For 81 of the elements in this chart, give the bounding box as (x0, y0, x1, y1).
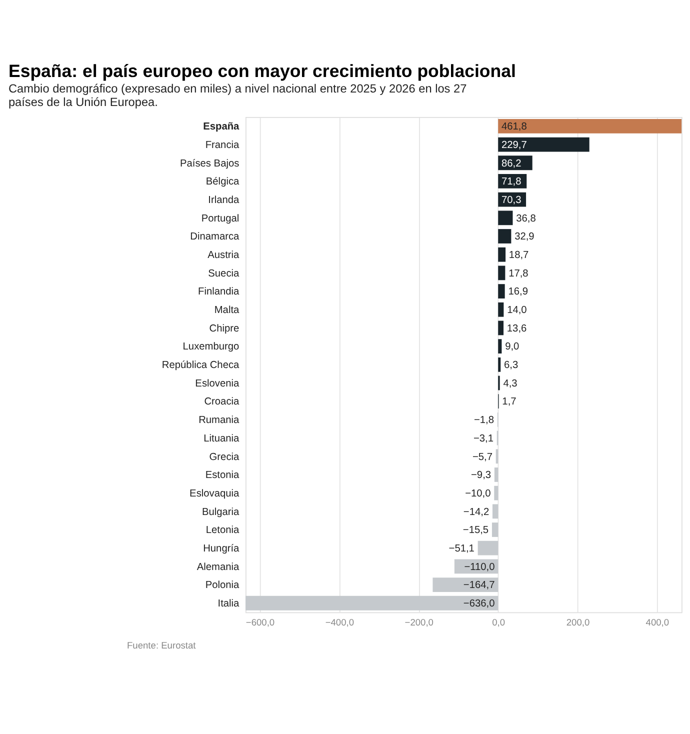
bar (432, 578, 498, 592)
data-label: −14,2 (463, 506, 490, 518)
y-tick-label: Finlandia (198, 286, 240, 298)
data-label: −15,5 (462, 525, 489, 536)
x-tick-label: 0,0 (492, 617, 506, 628)
y-tick-label: Alemania (196, 562, 240, 573)
bar (492, 522, 498, 537)
data-label: 9,0 (505, 342, 520, 353)
bar (494, 468, 498, 482)
data-label: 461,8 (502, 122, 528, 133)
bar (498, 137, 590, 152)
x-tick-label: −400,0 (325, 617, 354, 628)
y-tick-label: Estonia (205, 470, 240, 482)
y-tick-label: Eslovenia (195, 378, 240, 390)
y-tick-label: Croacia (204, 396, 240, 408)
data-label: −636,0 (463, 598, 496, 610)
y-tick-label: Austria (208, 250, 240, 261)
bar (498, 118, 682, 134)
y-tick-label: Irlanda (208, 194, 240, 206)
y-tick-label: Lituania (204, 433, 240, 444)
bar (494, 486, 498, 500)
data-label: −1,8 (474, 415, 494, 426)
data-label: −3,1 (473, 433, 494, 444)
y-tick-label: Letonia (206, 525, 240, 536)
y-tick-label: Polonia (205, 580, 240, 592)
data-label: −9,3 (471, 470, 492, 482)
x-tick-label: −600,0 (246, 617, 275, 628)
y-tick-label: Luxemburgo (182, 342, 240, 353)
data-label: 86,2 (502, 158, 522, 170)
data-label: −164,7 (463, 580, 496, 592)
y-tick-label: República Checa (162, 360, 240, 372)
chart-subtitle: Cambio demográfico (expresado en miles) a nivel nacional entre 2025 y 2026 en los 27 países de la Unión Europea. (8, 81, 467, 110)
data-label: 229,7 (502, 140, 528, 151)
bar (498, 229, 512, 244)
data-label: 70,3 (502, 194, 522, 206)
y-tick-label: Dinamarca (190, 232, 240, 243)
bar (492, 504, 498, 519)
bar (498, 284, 505, 298)
data-label: 18,7 (508, 250, 530, 261)
y-tick-label: Suecia (208, 268, 240, 280)
y-tick-label: España (203, 122, 240, 133)
bar (498, 210, 513, 226)
y-tick-label: Grecia (209, 452, 240, 463)
bar (246, 596, 498, 610)
data-label: 1,7 (502, 396, 517, 408)
data-label: 71,8 (502, 176, 522, 188)
data-label: 16,9 (508, 286, 528, 298)
data-label: 14,0 (507, 305, 528, 316)
x-tick-label: 200,0 (566, 617, 590, 628)
y-tick-label: Portugal (201, 213, 240, 224)
y-tick-label: Chipre (209, 323, 240, 334)
data-label: −5,7 (472, 452, 493, 463)
y-tick-label: Eslovaquia (190, 488, 240, 500)
bar (498, 266, 506, 280)
data-label: 13,6 (506, 323, 528, 334)
bar (498, 320, 504, 336)
y-tick-label: Malta (214, 305, 240, 316)
bar (478, 540, 498, 556)
y-tick-label: Francia (205, 140, 240, 151)
bar (498, 302, 504, 317)
chart-title: España: el país europeo con mayor crecimiento poblacional (8, 61, 516, 82)
bar (498, 357, 501, 372)
x-tick-label: 400,0 (646, 617, 670, 628)
data-label: 4,3 (503, 378, 518, 390)
y-tick-label: Bélgica (206, 176, 240, 188)
y-tick-label: Hungría (203, 543, 240, 554)
bar (498, 339, 502, 354)
data-label: 36,8 (516, 213, 536, 224)
bar (498, 247, 506, 262)
y-tick-label: Italia (218, 598, 240, 610)
source-note: Fuente: Eurostat (126, 640, 196, 651)
data-label: −110,0 (464, 562, 496, 573)
data-label: −51,1 (448, 543, 475, 554)
x-tick-label: −200,0 (404, 617, 434, 628)
data-label: −10,0 (465, 488, 492, 500)
y-tick-label: Rumania (198, 415, 240, 426)
data-label: 32,9 (514, 232, 535, 243)
data-label: 6,3 (504, 360, 518, 372)
data-label: 17,8 (508, 268, 529, 280)
y-tick-label: Bulgaria (202, 506, 240, 518)
y-tick-label: Países Bajos (180, 158, 240, 170)
